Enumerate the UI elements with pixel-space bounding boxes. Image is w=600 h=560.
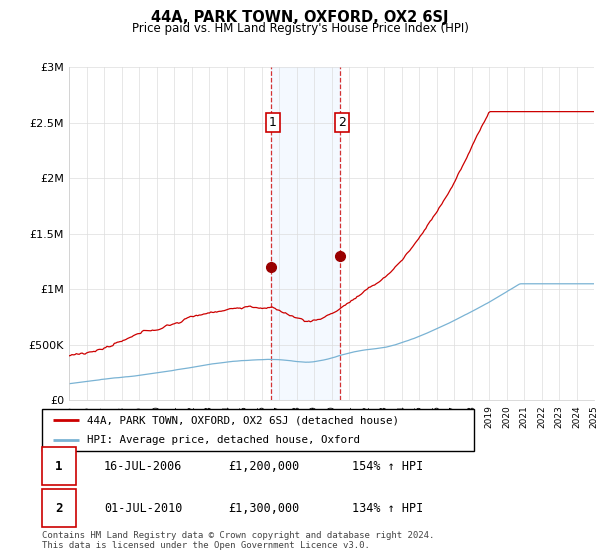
FancyBboxPatch shape xyxy=(42,489,76,527)
Text: Contains HM Land Registry data © Crown copyright and database right 2024.
This d: Contains HM Land Registry data © Crown c… xyxy=(42,530,434,550)
Text: 134% ↑ HPI: 134% ↑ HPI xyxy=(352,502,423,515)
Text: 01-JUL-2010: 01-JUL-2010 xyxy=(104,502,182,515)
Text: Price paid vs. HM Land Registry's House Price Index (HPI): Price paid vs. HM Land Registry's House … xyxy=(131,22,469,35)
Text: 2: 2 xyxy=(338,116,346,129)
Text: 16-JUL-2006: 16-JUL-2006 xyxy=(104,460,182,473)
FancyBboxPatch shape xyxy=(42,409,474,451)
FancyBboxPatch shape xyxy=(42,447,76,485)
Text: HPI: Average price, detached house, Oxford: HPI: Average price, detached house, Oxfo… xyxy=(88,435,361,445)
Text: £1,300,000: £1,300,000 xyxy=(228,502,299,515)
Text: 44A, PARK TOWN, OXFORD, OX2 6SJ: 44A, PARK TOWN, OXFORD, OX2 6SJ xyxy=(151,10,449,25)
Text: 154% ↑ HPI: 154% ↑ HPI xyxy=(352,460,423,473)
Text: 1: 1 xyxy=(55,460,62,473)
Bar xyxy=(271,67,340,400)
Text: 1: 1 xyxy=(269,116,277,129)
Text: 2: 2 xyxy=(55,502,62,515)
Text: 44A, PARK TOWN, OXFORD, OX2 6SJ (detached house): 44A, PARK TOWN, OXFORD, OX2 6SJ (detache… xyxy=(88,415,400,425)
Text: £1,200,000: £1,200,000 xyxy=(228,460,299,473)
